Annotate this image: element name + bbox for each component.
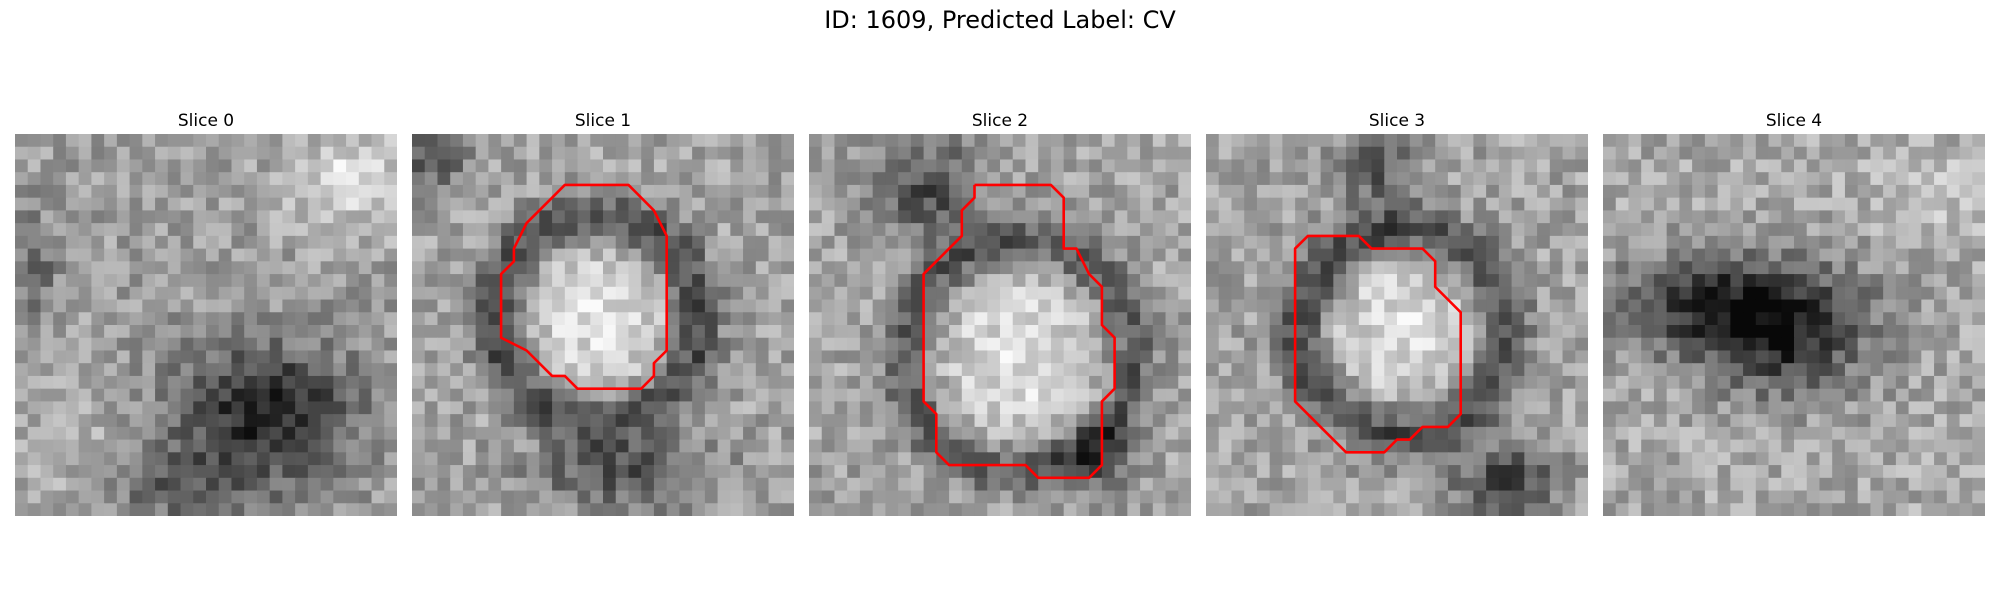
slice-title: Slice 2	[971, 111, 1029, 131]
pixel-grid	[412, 134, 794, 516]
pixel-grid	[15, 134, 397, 516]
slice-panel-2: Slice 2	[809, 108, 1191, 516]
slice-title: Slice 3	[1368, 111, 1426, 131]
slice-title: Slice 4	[1765, 111, 1823, 131]
pixel-grid	[809, 134, 1191, 516]
slice-image	[1206, 134, 1588, 516]
slice-panel-1: Slice 1	[412, 108, 794, 516]
slice-panel-3: Slice 3	[1206, 108, 1588, 516]
slice-title: Slice 0	[177, 111, 235, 131]
slice-panel-4: Slice 4	[1603, 108, 1985, 516]
slice-panel-0: Slice 0	[15, 108, 397, 516]
slice-image	[809, 134, 1191, 516]
figure-title: ID: 1609, Predicted Label: CV	[824, 6, 1176, 34]
slice-image	[15, 134, 397, 516]
segmentation-contour	[922, 183, 1116, 480]
pixel-grid	[1603, 134, 1985, 516]
slice-title: Slice 1	[574, 111, 632, 131]
segmentation-contour	[499, 183, 668, 390]
segmentation-contour	[1293, 234, 1462, 454]
slice-image	[1603, 134, 1985, 516]
slice-image	[412, 134, 794, 516]
pixel-grid	[1206, 134, 1588, 516]
